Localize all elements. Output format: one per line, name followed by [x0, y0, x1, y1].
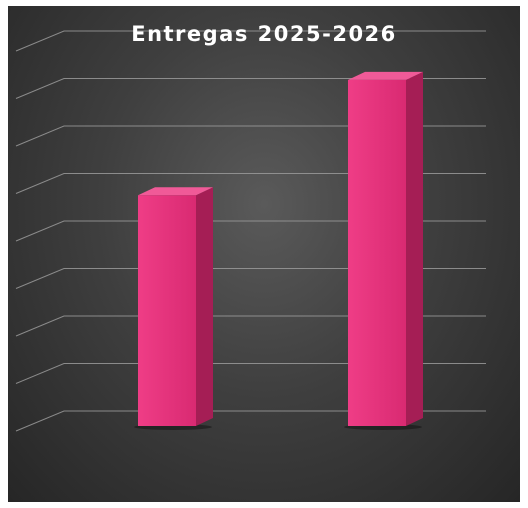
bars: [134, 71, 423, 430]
gridline: [15, 125, 486, 147]
bar-chart: Entregas 2025-2026: [15, 22, 486, 432]
gridline: [15, 363, 486, 384]
gridline: [15, 173, 486, 194]
gridline: [15, 268, 486, 289]
bar-front-face: [348, 79, 406, 426]
gridline: [15, 30, 486, 52]
bar: [134, 187, 213, 430]
bar-top-face: [348, 71, 423, 80]
gridline: [15, 220, 486, 242]
chart-area: Entregas 2025-2026: [8, 6, 520, 502]
gridlines: [15, 30, 486, 432]
gridline: [15, 78, 486, 99]
bar: [344, 71, 423, 430]
chart-title: Entregas 2025-2026: [131, 22, 397, 46]
gridline: [15, 410, 486, 432]
bar-top-face: [138, 187, 213, 196]
bar-side-face: [196, 187, 213, 426]
bar-side-face: [406, 71, 423, 426]
gridline: [15, 315, 486, 337]
bar-front-face: [138, 195, 196, 426]
